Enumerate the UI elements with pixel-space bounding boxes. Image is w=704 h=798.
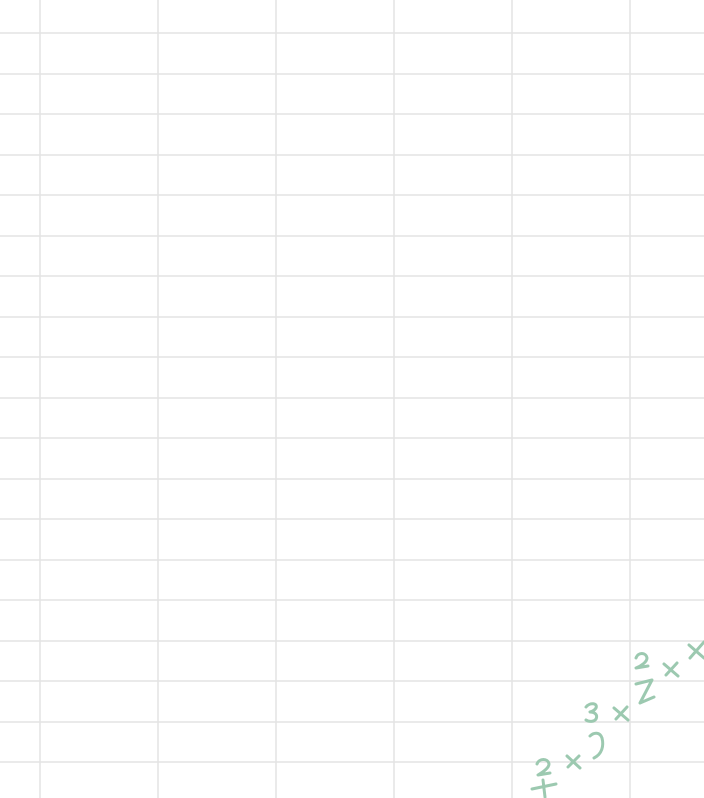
row-lines: [0, 32, 704, 763]
column-lines: [39, 0, 631, 798]
